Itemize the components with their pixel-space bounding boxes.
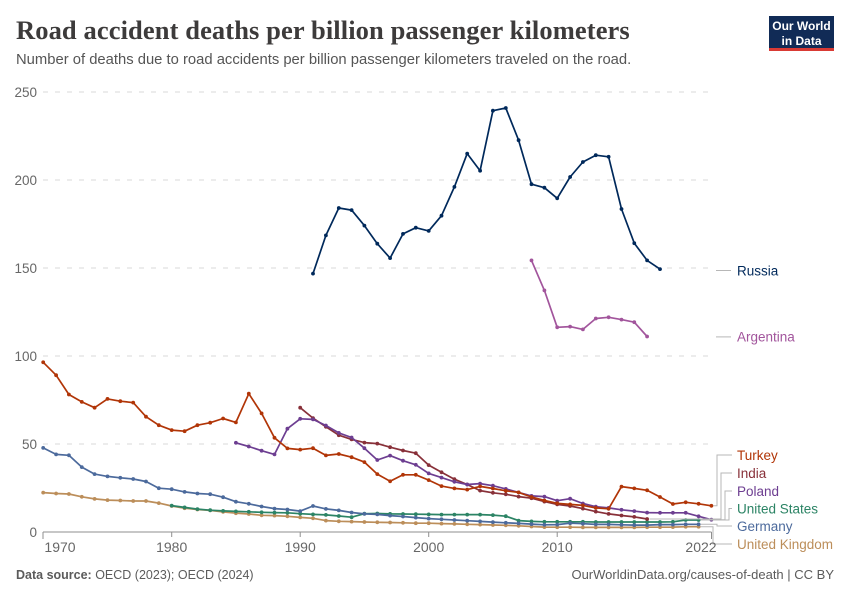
svg-text:2022: 2022 (685, 539, 716, 555)
svg-text:100: 100 (14, 349, 37, 364)
svg-text:United States: United States (737, 501, 818, 516)
svg-text:0: 0 (29, 525, 37, 540)
svg-text:Turkey: Turkey (737, 448, 778, 463)
svg-text:Argentina: Argentina (737, 330, 795, 345)
svg-text:1990: 1990 (285, 539, 316, 555)
svg-text:Germany: Germany (737, 519, 793, 534)
svg-text:1970: 1970 (44, 539, 75, 555)
svg-text:150: 150 (14, 261, 37, 276)
svg-text:United Kingdom: United Kingdom (737, 537, 833, 552)
svg-text:200: 200 (14, 173, 37, 188)
svg-text:50: 50 (22, 437, 37, 452)
svg-text:1980: 1980 (156, 539, 187, 555)
svg-text:India: India (737, 466, 767, 481)
svg-text:Russia: Russia (737, 263, 779, 278)
svg-text:2000: 2000 (413, 539, 444, 555)
svg-text:250: 250 (14, 85, 37, 100)
svg-text:Poland: Poland (737, 484, 779, 499)
svg-text:2010: 2010 (542, 539, 573, 555)
